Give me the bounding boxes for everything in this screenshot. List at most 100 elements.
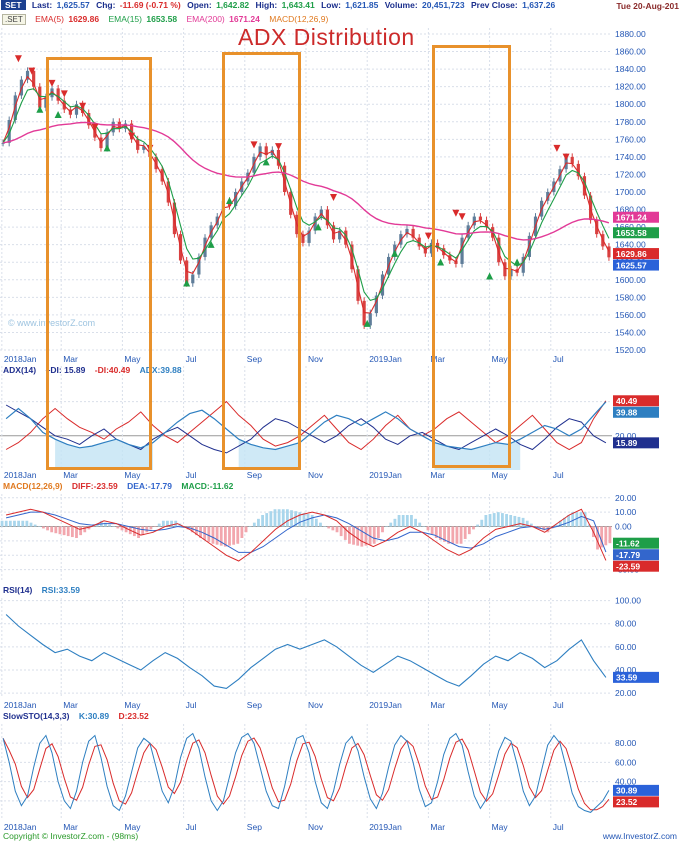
site-link[interactable]: www.InvestorZ.com	[602, 831, 677, 841]
buy-marker	[226, 197, 233, 204]
svg-text:1600.00: 1600.00	[615, 275, 646, 285]
svg-text:60.00: 60.00	[615, 642, 637, 652]
adx-legend: ADX(14) +DI: 15.89 -DI:40.49 ADX:39.88	[3, 365, 182, 376]
macd-indicator-label: MACD(12,26,9)	[269, 14, 329, 24]
svg-text:1820.00: 1820.00	[615, 82, 646, 92]
x-tick-label: 2019Jan	[369, 700, 402, 710]
x-tick-label: Jul	[185, 700, 197, 710]
x-tick-label: May	[491, 354, 508, 364]
x-tick-label: Jul	[185, 822, 197, 832]
x-tick-label: Mar	[430, 354, 446, 364]
x-tick-label: Nov	[308, 700, 324, 710]
x-axis-row-2: 2018Jan Mar May Jul Sep Nov 2019Jan Mar May Jul	[0, 470, 681, 480]
buy-marker	[363, 319, 371, 327]
sell-marker	[128, 132, 136, 140]
x-tick-label: Jul	[185, 470, 197, 480]
sell-marker	[553, 144, 561, 152]
svg-text:1671.24: 1671.24	[616, 212, 647, 222]
sell-marker	[424, 232, 432, 240]
x-tick-label: May	[491, 470, 508, 480]
svg-text:23.52: 23.52	[616, 797, 638, 807]
volume-label: Volume:	[384, 0, 418, 10]
ema15-badge: 1653.58	[613, 227, 659, 239]
low-value: 1,621.85	[345, 0, 379, 10]
buy-marker	[437, 258, 445, 266]
rsi-line	[5, 614, 607, 689]
adx-badge: 39.88	[613, 406, 659, 418]
macd-name: MACD(12,26,9)	[3, 481, 63, 491]
sell-marker	[562, 153, 570, 161]
sell-marker	[452, 209, 460, 217]
ema15-label: EMA(15)	[108, 14, 142, 24]
svg-text:40.00: 40.00	[615, 665, 637, 675]
x-tick-label: Sep	[246, 470, 262, 480]
open-value: 1,642.82	[216, 0, 250, 10]
ema5-line	[2, 75, 610, 314]
svg-text:1860.00: 1860.00	[615, 47, 646, 57]
sell-marker	[48, 79, 56, 87]
adx-low-fill	[55, 439, 521, 470]
open-label: Open:	[187, 0, 212, 10]
x-tick-label: Jul	[552, 700, 564, 710]
ema200-legend-value: 1671.24	[229, 14, 260, 24]
sell-marker	[458, 213, 466, 221]
dea-badge: -17.79	[613, 549, 659, 561]
svg-text:40.49: 40.49	[616, 396, 638, 406]
chart-date: Tue 20-Aug-201	[616, 1, 679, 11]
macd-badge: -11.62	[613, 537, 659, 549]
x-tick-label: 2018Jan	[3, 822, 37, 832]
svg-text:1880.00: 1880.00	[615, 29, 646, 39]
svg-text:1653.58: 1653.58	[616, 228, 647, 238]
macd-legend: MACD(12,26,9) DIFF:-23.59 DEA:-17.79 MAC…	[3, 481, 233, 492]
svg-text:100.00: 100.00	[615, 596, 641, 606]
svg-text:1660.00: 1660.00	[615, 222, 646, 232]
plus-di-line	[5, 404, 607, 454]
svg-text:60.00: 60.00	[615, 757, 637, 767]
svg-text:39.88: 39.88	[616, 407, 638, 417]
svg-text:1740.00: 1740.00	[615, 152, 646, 162]
x-tick-label: Nov	[308, 470, 324, 480]
adx-line	[5, 401, 607, 451]
svg-text:33.59: 33.59	[616, 673, 638, 683]
dea-legend: DEA:-17.79	[127, 481, 172, 491]
diff-badge: -23.59	[613, 560, 659, 572]
last-label: Last:	[31, 0, 53, 10]
minus-di-line	[5, 400, 607, 451]
minus-di-legend: -DI:40.49	[94, 365, 131, 375]
svg-text:15.89: 15.89	[616, 438, 638, 448]
k-badge: 30.89	[613, 784, 659, 796]
x-tick-label: May	[491, 822, 508, 832]
sto-k-legend: K:30.89	[78, 711, 110, 721]
rsi-value-legend: RSI:33.59	[41, 585, 80, 595]
x-tick-label: Mar	[63, 354, 78, 364]
watermark: © www.investorZ.com	[8, 318, 96, 328]
sell-marker	[330, 194, 337, 201]
x-tick-label: 2018Jan	[3, 354, 37, 364]
sell-marker	[60, 90, 68, 98]
rsi-panel[interactable]: 100.00 80.00 60.00 40.00 20.00 33.59	[0, 596, 681, 700]
buy-marker	[36, 105, 44, 113]
svg-text:0.00: 0.00	[615, 522, 632, 532]
copyright-text: Copyright © InvestorZ.com - (98ms)	[3, 831, 139, 841]
macd-panel[interactable]: 20.0010.000.00-10.00-20.00-30.00-11.62-1…	[0, 492, 681, 584]
x-tick-label: Jul	[552, 470, 564, 480]
x-tick-label: May	[124, 822, 141, 832]
adx-highlight-box-3	[432, 45, 511, 468]
x-tick-label: 2019Jan	[369, 470, 402, 480]
prev-close-label: Prev Close:	[470, 0, 518, 10]
svg-text:1580.00: 1580.00	[615, 292, 646, 302]
sto-name: SlowSTO(14,3,3)	[3, 711, 70, 721]
svg-text:-11.62: -11.62	[616, 538, 640, 548]
rsi-name: RSI(14)	[3, 585, 33, 595]
x-tick-label: Mar	[430, 470, 446, 480]
low-label: Low:	[321, 0, 341, 10]
x-tick-label: Mar	[63, 822, 78, 832]
ema5-legend-value: 1629.86	[68, 14, 100, 24]
high-value: 1,643.41	[281, 0, 315, 10]
x-tick-label: Sep	[246, 822, 262, 832]
x-tick-label: Nov	[308, 822, 324, 832]
series-chip: .SET	[2, 14, 26, 25]
svg-text:80.00: 80.00	[615, 619, 637, 629]
